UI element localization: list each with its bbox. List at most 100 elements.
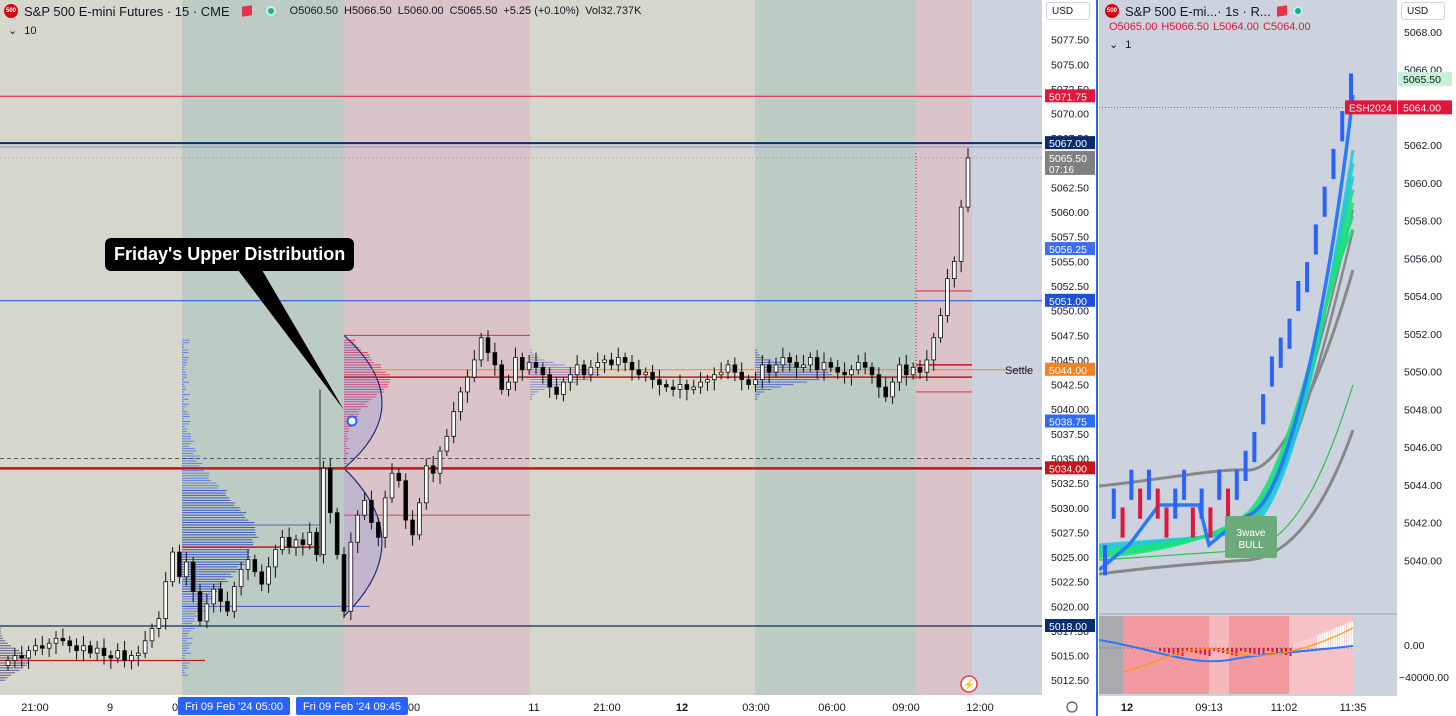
macd-histogram-bar [1342, 625, 1344, 648]
candle-body [863, 362, 867, 367]
time-highlight-label: Fri 09 Feb '24 05:00 [185, 701, 283, 713]
candle-body [843, 372, 847, 374]
candle-body [891, 382, 895, 397]
candle-body [836, 367, 840, 372]
candle-body [568, 375, 572, 382]
tick-y-label: 5052.00 [1404, 329, 1442, 341]
candle-body [191, 562, 195, 592]
time-highlight-label: Fri 09 Feb '24 09:45 [303, 701, 401, 713]
macd-histogram-bar [1338, 627, 1340, 648]
ohlc-high: H5066.50 [344, 5, 392, 17]
macd-histogram-bar [1240, 648, 1242, 651]
macd-histogram-bar [1258, 648, 1260, 655]
tick-y-label: 5054.00 [1404, 291, 1442, 303]
indicator-count: 10 [24, 25, 36, 37]
price-tag-label: 5071.75 [1049, 91, 1087, 103]
candle-body [596, 362, 600, 367]
candle-body [575, 365, 579, 375]
candle-body [239, 569, 243, 586]
candle-body [527, 362, 531, 369]
x-tick-label: 06:00 [818, 702, 846, 714]
candle-body [616, 357, 620, 364]
candle-body [685, 385, 689, 390]
price-tag-label: 5065.50 [1049, 153, 1087, 165]
y-tick-label: 5032.50 [1051, 478, 1089, 490]
tick-x-label: 11:02 [1271, 702, 1298, 714]
session-band [972, 0, 1042, 695]
candle-body [95, 648, 99, 653]
tick-bar [1103, 545, 1107, 575]
macd-histogram-bar [1340, 626, 1342, 648]
macd-histogram-bar [1164, 648, 1166, 652]
candle-body [301, 540, 305, 545]
tick-y-label: 5048.00 [1404, 404, 1442, 416]
price-tag-label: 5067.00 [1049, 138, 1087, 150]
indicators-toggle[interactable]: ⌄ 10 [8, 24, 37, 37]
main-chart-pane[interactable]: 5077.505075.005072.505070.005067.505065.… [0, 0, 1098, 716]
candle-body [918, 367, 922, 372]
candle-body [219, 589, 223, 601]
main-chart[interactable]: 5077.505075.005072.505070.005067.505065.… [0, 0, 1098, 716]
candle-body [198, 592, 202, 622]
candle-body [699, 382, 703, 387]
tick-y-label: 5046.00 [1404, 442, 1442, 454]
candle-body [658, 380, 662, 385]
candle-body [27, 651, 31, 658]
tick-close: C5064.00 [1263, 21, 1311, 33]
symbol-title[interactable]: S&P 500 E-mini Futures · 15 · CME [24, 4, 230, 19]
flag-icon-2[interactable] [1277, 5, 1287, 16]
market-status-icon[interactable] [266, 6, 276, 16]
candle-body [802, 365, 806, 367]
tick-chart[interactable]: ESH20243waveBULL5068.005066.005064.00506… [1099, 0, 1456, 716]
x-tick-label: 00 [408, 702, 420, 714]
tick-y-label: 5042.00 [1404, 518, 1442, 530]
candle-body [829, 362, 833, 367]
session-band [182, 0, 344, 695]
candle-body [226, 601, 230, 611]
tick-symbol-title[interactable]: S&P 500 E-mi...· 1s · R... [1125, 4, 1271, 19]
candle-body [466, 377, 470, 392]
session-band [916, 0, 972, 695]
candle-body [589, 367, 593, 374]
candle-body [555, 387, 559, 394]
candle-body [342, 555, 346, 612]
candle-body [178, 552, 182, 577]
candle-body [171, 552, 175, 582]
candle-body [644, 372, 648, 374]
y-tick-label: 5030.00 [1051, 503, 1089, 515]
y-tick-label: 5075.00 [1051, 59, 1089, 71]
candle-body [294, 540, 298, 547]
callout-box[interactable]: Friday's Upper Distribution [105, 238, 354, 271]
candle-body [102, 648, 106, 655]
candle-body [664, 385, 668, 387]
candle-body [459, 392, 463, 412]
candle-body [520, 357, 524, 369]
currency-button[interactable]: USD [1046, 2, 1090, 20]
candle-body [411, 520, 415, 535]
ohlc-low: L5060.00 [398, 5, 444, 17]
callout-text: Friday's Upper Distribution [114, 244, 345, 264]
macd-y-label: 0.00 [1404, 640, 1425, 652]
candle-body [952, 261, 956, 278]
market-status-icon-2[interactable] [1293, 6, 1303, 16]
macd-bg [1099, 616, 1123, 694]
tick-bar [1340, 111, 1344, 141]
candle-body [925, 360, 929, 372]
y-tick-label: 5022.50 [1051, 577, 1089, 589]
session-band [755, 0, 916, 695]
tick-indicators-toggle[interactable]: ⌄ 1 [1109, 38, 1131, 51]
macd-histogram-bar [1317, 635, 1319, 648]
candle-body [774, 365, 778, 372]
tick-y-label: 5050.00 [1404, 367, 1442, 379]
tick-currency-button[interactable]: USD [1401, 2, 1445, 20]
candle-body [822, 362, 826, 369]
flag-icon[interactable] [242, 5, 252, 16]
candle-body [548, 375, 552, 387]
candle-body [315, 532, 319, 554]
macd-histogram-bar [1319, 634, 1321, 648]
price-tag-label: 5038.75 [1049, 417, 1087, 429]
candle-body [507, 382, 511, 389]
candle-body [966, 158, 970, 207]
tick-chart-pane[interactable]: ESH20243waveBULL5068.005066.005064.00506… [1099, 0, 1456, 716]
y-tick-label: 5062.50 [1051, 182, 1089, 194]
